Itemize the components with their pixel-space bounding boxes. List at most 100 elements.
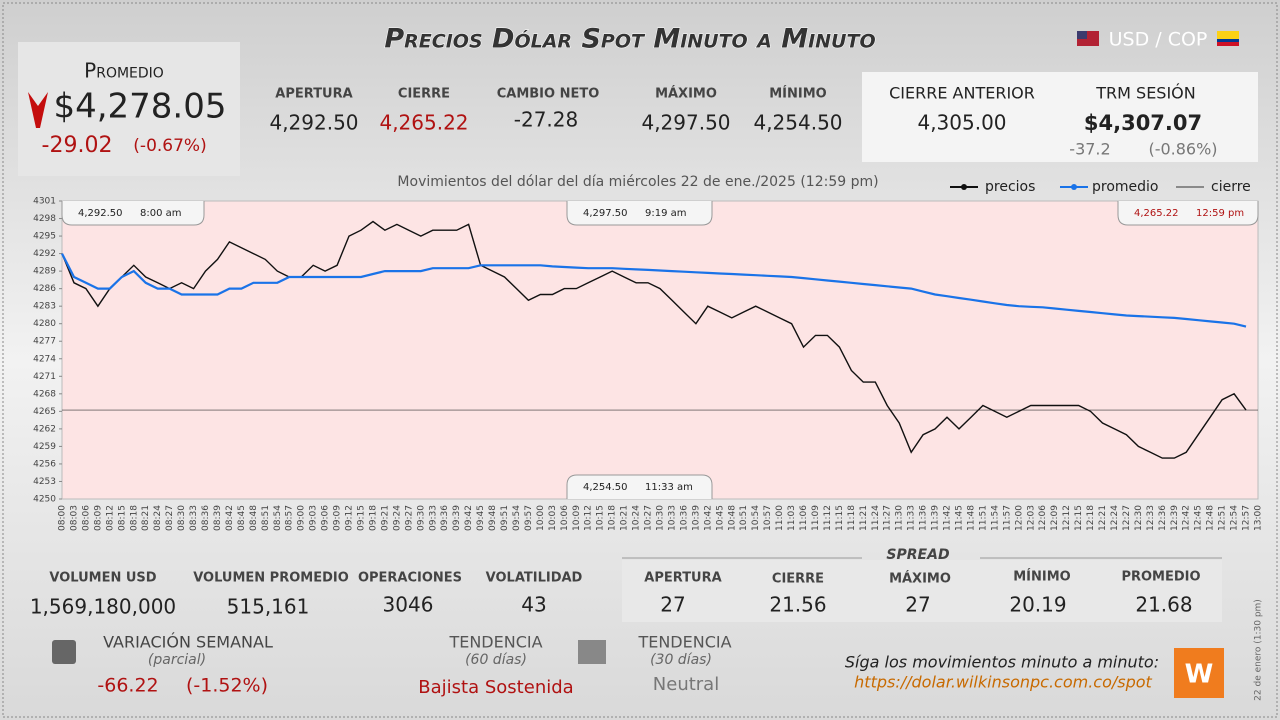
prev-label: CIERRE ANTERIOR	[889, 84, 1035, 103]
x-tick-label: 09:30	[416, 505, 426, 531]
volume-value: 515,161	[227, 595, 310, 619]
x-tick-label: 08:36	[201, 505, 211, 531]
x-tick-label: 10:21	[620, 505, 630, 531]
y-tick-label: 4295	[33, 232, 56, 242]
x-tick-label: 10:48	[727, 505, 737, 531]
x-tick-label: 09:15	[357, 505, 367, 531]
tendencia30-value: Neutral	[653, 674, 719, 695]
stat-label: CIERRE	[398, 87, 450, 102]
promedio-value: $4,278.05	[53, 87, 226, 127]
annotation-price: 4,292.50	[78, 208, 123, 219]
x-tick-label: 12:12	[1062, 505, 1072, 531]
trm-change-pct: (-0.86%)	[1148, 140, 1217, 159]
title: Precios Dólar Spot Minuto a Minuto	[384, 24, 875, 55]
x-tick-label: 12:48	[1206, 505, 1216, 531]
trm-value: $4,307.07	[1084, 111, 1202, 135]
series-line	[61, 253, 1247, 328]
variacion-label: VARIACIÓN SEMANAL	[103, 633, 273, 652]
spread-value: 27	[660, 593, 685, 617]
x-tick-label: 09:27	[404, 505, 414, 531]
footer-url[interactable]: https://dolar.wilkinsonpc.com.co/spot	[854, 673, 1152, 692]
logo-mark: W	[1185, 660, 1214, 690]
y-tick-label: 4292	[33, 249, 56, 259]
x-tick-label: 08:30	[177, 505, 187, 531]
annotation-box	[566, 201, 713, 226]
x-tick-label: 11:48	[966, 505, 976, 531]
x-tick-label: 10:30	[656, 505, 666, 531]
annotation-time: 8:00 am	[140, 208, 182, 219]
y-tick-label: 4277	[33, 337, 56, 347]
x-tick-label: 12:45	[1194, 505, 1204, 531]
x-tick-label: 08:39	[213, 505, 223, 531]
x-tick-label: 11:12	[823, 505, 833, 531]
stat-label: CAMBIO NETO	[497, 87, 600, 102]
spread-label: MÁXIMO	[889, 571, 951, 587]
x-tick-label: 11:30	[895, 505, 905, 531]
y-tick-label: 4265	[33, 407, 56, 417]
x-tick-label: 13:00	[1254, 505, 1264, 531]
x-tick-label: 12:03	[1026, 505, 1036, 531]
x-tick-label: 09:57	[524, 505, 534, 531]
x-tick-label: 12:18	[1086, 505, 1096, 531]
x-tick-label: 10:03	[548, 505, 558, 531]
stat-value: 4,254.50	[753, 111, 842, 135]
annotation-time: 12:59 pm	[1196, 208, 1244, 219]
x-tick-label: 08:33	[189, 505, 199, 531]
spread-label: PROMEDIO	[1121, 570, 1200, 585]
annotation-box	[566, 474, 713, 499]
promedio-change-pct: (-0.67%)	[133, 136, 206, 156]
x-tick-label: 09:45	[476, 505, 486, 531]
x-tick-label: 09:03	[309, 505, 319, 531]
variacion-value: -66.22	[97, 675, 158, 697]
volume-value: 43	[521, 593, 546, 617]
x-tick-label: 12:51	[1218, 505, 1228, 531]
stamp: 22 de enero (1:30 pm)	[1254, 599, 1264, 701]
x-tick-label: 08:00	[58, 505, 68, 531]
variacion-pct: (-1.52%)	[186, 675, 268, 697]
x-tick-label: 08:03	[69, 505, 79, 531]
legend-dot	[1071, 184, 1077, 190]
spread-value: 21.68	[1135, 593, 1192, 617]
plot-area	[61, 200, 1259, 500]
y-tick-label: 4274	[33, 354, 56, 364]
x-tick-label: 10:27	[644, 505, 654, 531]
volume-value: 1,569,180,000	[30, 595, 176, 619]
y-tick-label: 4262	[33, 424, 56, 434]
x-tick-label: 11:24	[871, 505, 881, 531]
legend-label: cierre	[1211, 179, 1251, 195]
x-tick-label: 11:06	[799, 505, 809, 531]
x-tick-label: 12:57	[1242, 505, 1252, 531]
x-tick-label: 08:21	[141, 505, 151, 531]
x-tick-label: 11:39	[931, 505, 941, 531]
annotation-price: 4,265.22	[1134, 208, 1179, 219]
annotation-time: 11:33 am	[645, 482, 693, 493]
annotation-price: 4,297.50	[583, 208, 628, 219]
x-tick-label: 11:51	[978, 505, 988, 531]
x-tick-label: 12:15	[1074, 505, 1084, 531]
stat-value: 4,292.50	[269, 111, 358, 135]
x-tick-label: 12:39	[1170, 505, 1180, 531]
x-tick-label: 11:33	[907, 505, 917, 531]
x-tick-label: 09:06	[321, 505, 331, 531]
footer-text: Síga los movimientos minuto a minuto:	[845, 653, 1159, 672]
tendencia60-note: (60 días)	[465, 652, 527, 668]
y-tick-label: 4289	[33, 267, 56, 277]
y-tick-label: 4298	[33, 214, 56, 224]
x-tick-label: 12:06	[1038, 505, 1048, 531]
x-tick-label: 12:09	[1050, 505, 1060, 531]
flag-co-blue	[1217, 39, 1239, 42]
annotation-price: 4,254.50	[583, 482, 628, 493]
x-tick-label: 12:36	[1158, 505, 1168, 531]
x-tick-label: 12:24	[1110, 505, 1120, 531]
x-tick-label: 11:15	[835, 505, 845, 531]
x-tick-label: 11:54	[990, 505, 1000, 531]
tendencia30-label: TENDENCIA	[637, 633, 731, 652]
stat-label: MÍNIMO	[769, 86, 826, 102]
y-tick-label: 4286	[33, 284, 56, 294]
x-tick-label: 09:00	[297, 505, 307, 531]
x-tick-label: 10:45	[715, 505, 725, 531]
x-tick-label: 10:54	[751, 505, 761, 531]
stat-value: 4,297.50	[641, 111, 730, 135]
x-tick-label: 08:54	[273, 505, 283, 531]
